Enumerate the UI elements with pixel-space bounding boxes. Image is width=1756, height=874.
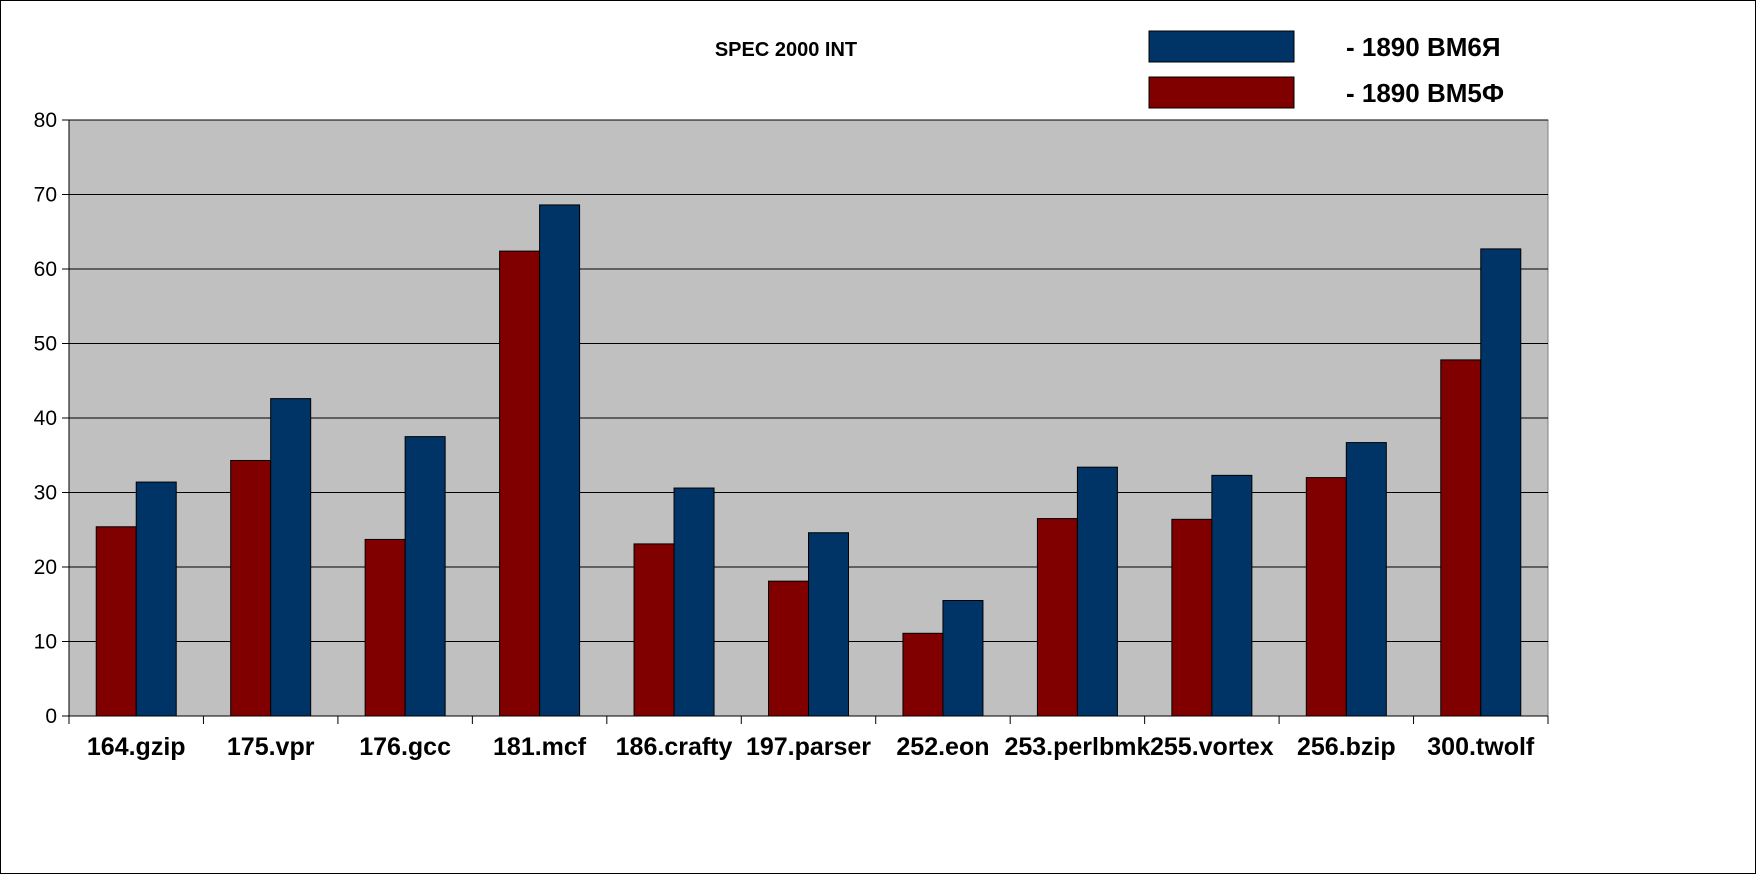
bar-series-b bbox=[1480, 248, 1522, 717]
y-tick-label: 30 bbox=[34, 482, 57, 505]
bar-series-a bbox=[95, 526, 137, 717]
bar-series-b bbox=[404, 436, 446, 717]
bar-series-b bbox=[539, 204, 581, 717]
x-category-label: 164.gzip bbox=[87, 733, 186, 761]
legend-label: - 1890 ВМ6Я bbox=[1346, 32, 1501, 62]
y-tick-label: 0 bbox=[45, 705, 57, 728]
bar-series-a bbox=[1171, 518, 1213, 717]
bar-series-a bbox=[1036, 518, 1078, 717]
bar-series-a bbox=[230, 459, 272, 717]
y-tick-label: 40 bbox=[34, 407, 57, 430]
legend: - 1890 ВМ6Я - 1890 ВМ5Ф bbox=[1148, 30, 1504, 109]
x-category-label: 300.twolf bbox=[1427, 733, 1535, 761]
bar-series-b bbox=[1345, 442, 1387, 717]
bar-series-a bbox=[1305, 477, 1347, 717]
x-category-label: 176.gcc bbox=[359, 733, 451, 761]
bar-series-a bbox=[902, 632, 944, 717]
y-tick-label: 60 bbox=[34, 258, 57, 281]
y-tick-label: 20 bbox=[34, 556, 57, 579]
y-tick-label: 70 bbox=[34, 184, 57, 207]
bar-series-b bbox=[135, 481, 177, 717]
chart-title: SPEC 2000 INT bbox=[715, 39, 857, 61]
y-tick-label: 10 bbox=[34, 631, 57, 654]
plot-area: 0 10 20 30 40 50 60 70 80 164.gzip 175.vpr 176.gcc 1… bbox=[34, 109, 1549, 761]
bar-series-b bbox=[942, 600, 984, 717]
y-tick-label: 80 bbox=[34, 109, 57, 132]
x-category-label: 255.vortex bbox=[1150, 733, 1274, 761]
y-tick-label: 50 bbox=[34, 333, 57, 356]
x-category-label: 252.eon bbox=[896, 733, 989, 761]
bar-series-a bbox=[633, 543, 675, 717]
x-category-label: 186.crafty bbox=[616, 733, 733, 761]
bar-series-a bbox=[364, 538, 406, 717]
x-category-label: 175.vpr bbox=[227, 733, 315, 761]
bar-series-b bbox=[270, 398, 312, 717]
bar-series-b bbox=[673, 487, 715, 717]
legend-swatch bbox=[1148, 30, 1295, 63]
x-category-label: 253.perlbmk bbox=[1004, 733, 1150, 761]
bar-series-a bbox=[1440, 359, 1482, 717]
bar-series-b bbox=[808, 532, 849, 717]
legend-label: - 1890 ВМ5Ф bbox=[1346, 78, 1504, 108]
legend-swatch bbox=[1148, 76, 1295, 109]
bar-series-a bbox=[768, 580, 809, 717]
bar-series-a bbox=[499, 250, 541, 717]
bar-series-b bbox=[1211, 474, 1253, 717]
x-category-label: 181.mcf bbox=[493, 733, 587, 761]
bar-series-b bbox=[1076, 466, 1118, 717]
x-category-label: 256.bzip bbox=[1297, 733, 1396, 761]
x-category-label: 197.parser bbox=[746, 733, 871, 761]
